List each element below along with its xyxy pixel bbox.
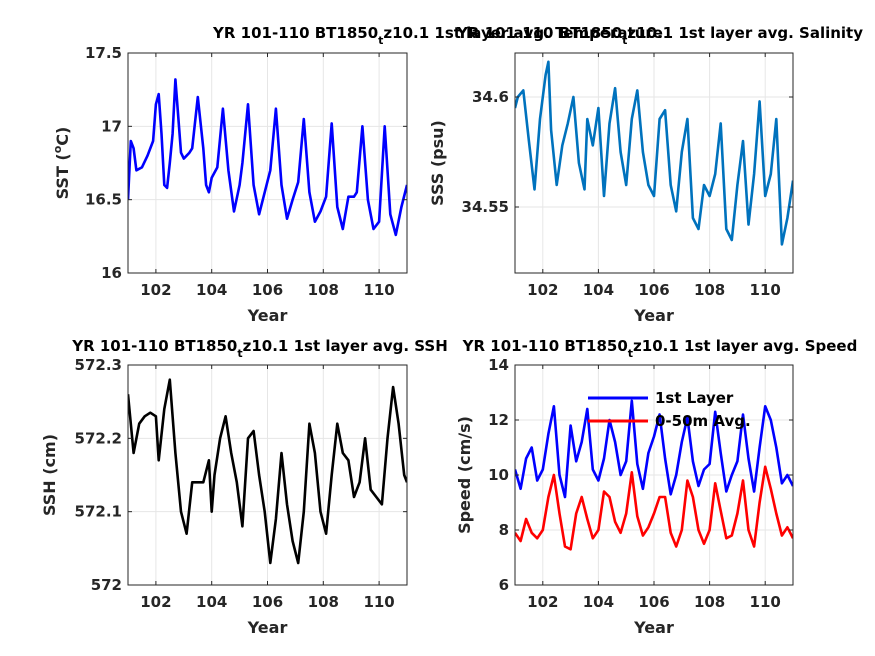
title-rest: z10.1 1st layer avg. Speed bbox=[633, 337, 857, 355]
x-tick-label: 106 bbox=[252, 281, 283, 299]
y-tick-label: 17 bbox=[101, 117, 122, 135]
title-main: YR 101-110 BT1850 bbox=[456, 24, 622, 42]
chart-title: YR 101-110 BT1850tz10.1 1st layer avg. S… bbox=[71, 337, 448, 360]
x-tick-label: 104 bbox=[196, 281, 227, 299]
x-tick-label: 108 bbox=[694, 281, 725, 299]
x-tick-label: 106 bbox=[638, 593, 669, 611]
title-subscript: t bbox=[237, 347, 242, 360]
x-tick-label: 106 bbox=[638, 281, 669, 299]
y-tick-label: 16.5 bbox=[85, 191, 122, 209]
x-tick-label: 110 bbox=[363, 281, 394, 299]
title-rest: z10.1 1st layer avg. Temperature bbox=[383, 24, 663, 42]
y-tick-label: 14 bbox=[488, 356, 509, 374]
x-tick-label: 104 bbox=[196, 593, 227, 611]
x-tick-label: 102 bbox=[527, 281, 558, 299]
y-tick-label: 34.6 bbox=[472, 88, 509, 106]
y-tick-label: 572.2 bbox=[75, 429, 122, 447]
x-tick-label: 108 bbox=[694, 593, 725, 611]
series-line-1 bbox=[128, 378, 407, 565]
subplot-4: 102 104 106 108 110 6 8 10 12 14 Year Speed (cm/s) Y… bbox=[455, 337, 857, 637]
x-tick-label: 106 bbox=[252, 593, 283, 611]
y-axis-label-sup: o bbox=[51, 145, 64, 153]
x-tick-label: 102 bbox=[140, 593, 171, 611]
y-tick-label: 16 bbox=[101, 264, 122, 282]
x-tick-label: 108 bbox=[308, 593, 339, 611]
x-tick-label: 110 bbox=[750, 281, 781, 299]
title-subscript: t bbox=[622, 34, 627, 47]
y-tick-label: 572.1 bbox=[75, 503, 122, 521]
y-tick-label: 572.3 bbox=[75, 356, 122, 374]
subplot-1: 102 104 106 108 110 16 16.5 17 17.5 Year SST (oC) Y… bbox=[51, 24, 663, 325]
legend-label-2: 0-50m Avg. bbox=[655, 412, 751, 430]
x-tick-label: 108 bbox=[308, 281, 339, 299]
y-axis-label: SSH (cm) bbox=[40, 434, 59, 516]
x-tick-label: 110 bbox=[363, 593, 394, 611]
y-axis-label-rest: C) bbox=[53, 127, 72, 146]
x-axis-label: Year bbox=[633, 618, 674, 637]
series-line-2 bbox=[515, 465, 793, 551]
y-tick-label: 34.55 bbox=[462, 198, 509, 216]
subplot-3: 102 104 106 108 110 572 572.1 572.2 572.3 Year SSH… bbox=[40, 337, 448, 637]
y-tick-label: 6 bbox=[499, 576, 509, 594]
chart-title: YR 101-110 BT1850tz10.1 1st layer avg. T… bbox=[212, 24, 663, 47]
chart-title: YR 101-110 BT1850tz10.1 1st layer avg. S… bbox=[456, 24, 863, 47]
legend-label-1: 1st Layer bbox=[655, 389, 734, 407]
title-subscript: t bbox=[378, 34, 383, 47]
series-line-1 bbox=[128, 78, 407, 237]
x-axis-label: Year bbox=[247, 618, 288, 637]
series-line-1 bbox=[515, 60, 793, 246]
y-axis-label: SST (oC) bbox=[51, 127, 72, 200]
title-rest: z10.1 1st layer avg. SSH bbox=[243, 337, 448, 355]
title-subscript: t bbox=[628, 347, 633, 360]
subplot-2: 102 104 106 108 110 34.55 34.6 Year SSS (psu) YR … bbox=[428, 24, 863, 325]
legend: 1st Layer 0-50m Avg. bbox=[588, 389, 751, 430]
series-line-1 bbox=[515, 399, 793, 499]
title-main: YR 101-110 BT1850 bbox=[71, 337, 237, 355]
x-tick-label: 102 bbox=[527, 593, 558, 611]
y-axis-label: SSS (psu) bbox=[428, 120, 447, 206]
y-tick-label: 10 bbox=[488, 466, 509, 484]
x-tick-label: 104 bbox=[583, 281, 614, 299]
x-tick-label: 110 bbox=[750, 593, 781, 611]
y-tick-label: 8 bbox=[499, 521, 509, 539]
x-tick-label: 104 bbox=[583, 593, 614, 611]
chart-title: YR 101-110 BT1850tz10.1 1st layer avg. S… bbox=[462, 337, 858, 360]
y-tick-label: 17.5 bbox=[85, 44, 122, 62]
x-axis-label: Year bbox=[633, 306, 674, 325]
y-axis-label: Speed (cm/s) bbox=[455, 416, 474, 534]
title-rest: z10.1 1st layer avg. Salinity bbox=[627, 24, 863, 42]
title-main: YR 101-110 BT1850 bbox=[462, 337, 628, 355]
y-tick-label: 572 bbox=[91, 576, 122, 594]
x-axis-label: Year bbox=[247, 306, 288, 325]
x-tick-label: 102 bbox=[140, 281, 171, 299]
y-tick-label: 12 bbox=[488, 411, 509, 429]
y-axis-label-main: SST ( bbox=[53, 153, 72, 199]
title-main: YR 101-110 BT1850 bbox=[212, 24, 378, 42]
